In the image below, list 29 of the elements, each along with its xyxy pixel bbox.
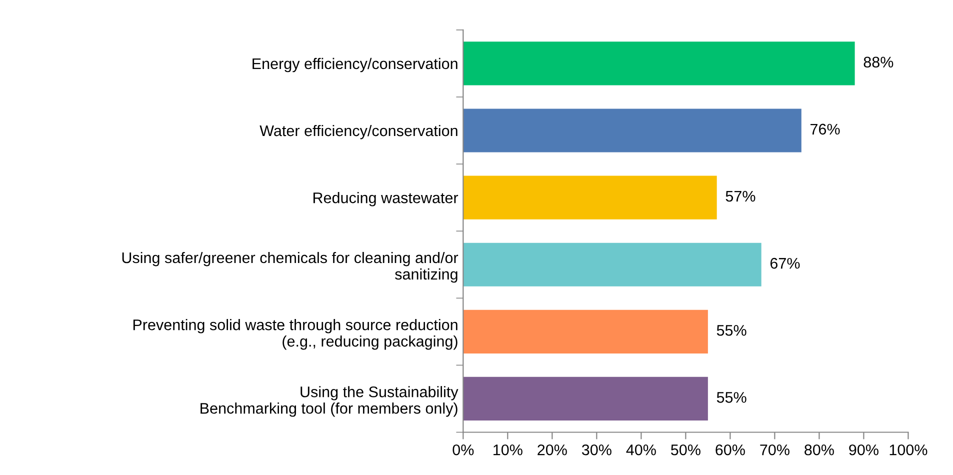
data-label: 76% [810, 124, 840, 135]
x-tick-label: 90% [849, 444, 878, 456]
x-tick-label: 30% [582, 444, 612, 456]
data-label: 55% [716, 325, 746, 336]
y-tick-label: Preventing solid waste through source reduction (e.g., reducing packaging) [133, 319, 458, 350]
y-tick-label: Using the Sustainability Benchmarking tool (for members only) [200, 386, 458, 417]
x-tick-label: 20% [538, 444, 567, 456]
bar [463, 176, 717, 220]
y-tick-label: Energy efficiency/conservation [252, 58, 458, 72]
bar [463, 376, 708, 421]
data-label: 55% [716, 392, 746, 403]
data-label: 67% [770, 258, 800, 269]
x-tick-label: 0% [452, 444, 474, 456]
bar [463, 108, 802, 152]
x-tick-label: 80% [804, 444, 834, 456]
data-label: 88% [864, 56, 894, 68]
x-tick-label: 50% [671, 444, 700, 456]
data-label: 57% [726, 190, 756, 202]
y-tick-label: Reducing wastewater [313, 192, 458, 206]
x-tick-label: 60% [716, 444, 745, 456]
y-tick-label: Water efficiency/conservation [260, 124, 458, 140]
bar [463, 310, 708, 354]
bar [463, 242, 762, 286]
x-tick-label: 40% [626, 444, 656, 456]
x-tick-label: 10% [494, 444, 522, 456]
bar [463, 42, 855, 86]
x-tick-label: 100% [890, 444, 928, 456]
x-tick-label: 70% [760, 444, 790, 456]
y-tick-label: Using safer/greener chemicals for cleaning and/or sanitizing [122, 252, 458, 283]
